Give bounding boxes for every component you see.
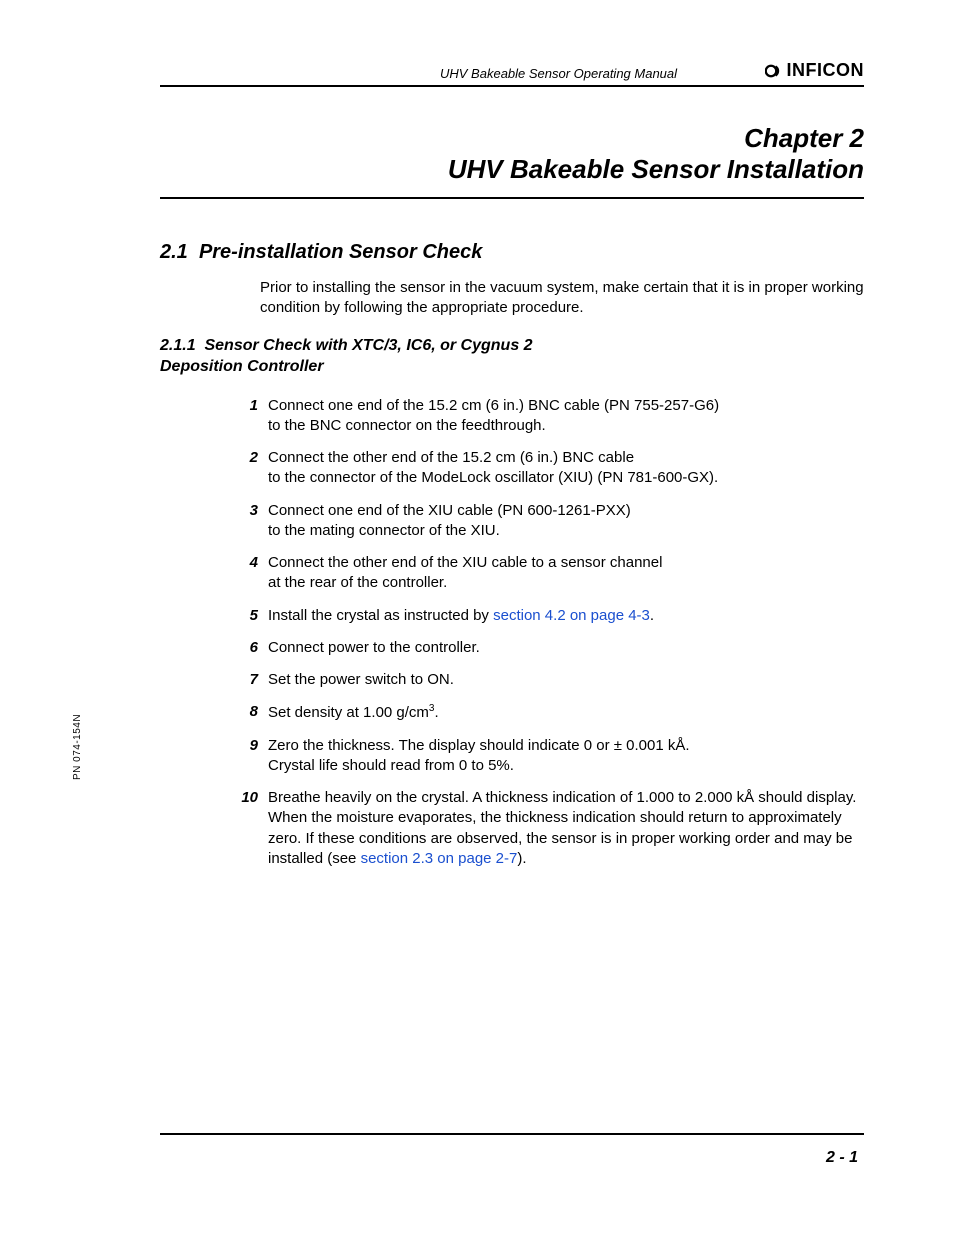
step-list: 1Connect one end of the 15.2 cm (6 in.) … bbox=[240, 396, 864, 870]
inficon-logo-icon bbox=[765, 62, 783, 80]
step-number: 9 bbox=[240, 736, 268, 777]
step-item: 4Connect the other end of the XIU cable … bbox=[240, 553, 864, 594]
cross-reference-link[interactable]: section 4.2 on page 4-3 bbox=[493, 607, 650, 624]
step-text: Connect one end of the XIU cable (PN 600… bbox=[268, 501, 864, 542]
step-number: 4 bbox=[240, 553, 268, 594]
step-number: 3 bbox=[240, 501, 268, 542]
step-text: Set the power switch to ON. bbox=[268, 670, 864, 690]
step-item: 5Install the crystal as instructed by se… bbox=[240, 606, 864, 626]
step-number: 1 bbox=[240, 396, 268, 437]
step-text: Connect the other end of the XIU cable t… bbox=[268, 553, 864, 594]
step-item: 2Connect the other end of the 15.2 cm (6… bbox=[240, 448, 864, 489]
step-number: 10 bbox=[240, 788, 268, 869]
section-heading-2-1: 2.1 Pre-installation Sensor Check bbox=[160, 241, 864, 264]
step-number: 8 bbox=[240, 702, 268, 723]
step-item: 6Connect power to the controller. bbox=[240, 638, 864, 658]
brand-logo: INFICON bbox=[765, 60, 865, 81]
step-number: 7 bbox=[240, 670, 268, 690]
step-text: Set density at 1.00 g/cm3. bbox=[268, 702, 864, 723]
footer-rule bbox=[160, 1133, 864, 1135]
chapter-title: UHV Bakeable Sensor Installation bbox=[160, 154, 864, 185]
chapter-heading: Chapter 2 UHV Bakeable Sensor Installati… bbox=[160, 123, 864, 199]
page-number: 2 - 1 bbox=[826, 1149, 858, 1167]
subsection-title: Sensor Check with XTC/3, IC6, or Cygnus … bbox=[160, 337, 533, 376]
step-item: 7Set the power switch to ON. bbox=[240, 670, 864, 690]
cross-reference-link[interactable]: section 2.3 on page 2-7 bbox=[361, 850, 518, 867]
brand-name: INFICON bbox=[787, 60, 865, 81]
step-item: 10Breathe heavily on the crystal. A thic… bbox=[240, 788, 864, 869]
part-number-label: PN 074-154N bbox=[72, 714, 83, 780]
page-header: UHV Bakeable Sensor Operating Manual INF… bbox=[160, 60, 864, 87]
intro-paragraph: Prior to installing the sensor in the va… bbox=[260, 278, 864, 319]
subsection-number: 2.1.1 bbox=[160, 337, 196, 354]
step-text: Zero the thickness. The display should i… bbox=[268, 736, 864, 777]
section-heading-2-1-1: 2.1.1 Sensor Check with XTC/3, IC6, or C… bbox=[160, 335, 580, 378]
chapter-label: Chapter 2 bbox=[160, 123, 864, 154]
page-content: UHV Bakeable Sensor Operating Manual INF… bbox=[100, 60, 864, 1175]
section-title: Pre-installation Sensor Check bbox=[199, 241, 482, 263]
step-text: Connect one end of the 15.2 cm (6 in.) B… bbox=[268, 396, 864, 437]
running-title: UHV Bakeable Sensor Operating Manual bbox=[160, 66, 677, 81]
superscript: 3 bbox=[429, 703, 435, 714]
step-text: Connect power to the controller. bbox=[268, 638, 864, 658]
step-text: Connect the other end of the 15.2 cm (6 … bbox=[268, 448, 864, 489]
step-item: 8Set density at 1.00 g/cm3. bbox=[240, 702, 864, 723]
step-number: 6 bbox=[240, 638, 268, 658]
step-number: 2 bbox=[240, 448, 268, 489]
step-item: 3Connect one end of the XIU cable (PN 60… bbox=[240, 501, 864, 542]
section-number: 2.1 bbox=[160, 241, 188, 263]
step-text: Install the crystal as instructed by sec… bbox=[268, 606, 864, 626]
step-item: 1Connect one end of the 15.2 cm (6 in.) … bbox=[240, 396, 864, 437]
step-item: 9Zero the thickness. The display should … bbox=[240, 736, 864, 777]
step-number: 5 bbox=[240, 606, 268, 626]
step-text: Breathe heavily on the crystal. A thickn… bbox=[268, 788, 864, 869]
